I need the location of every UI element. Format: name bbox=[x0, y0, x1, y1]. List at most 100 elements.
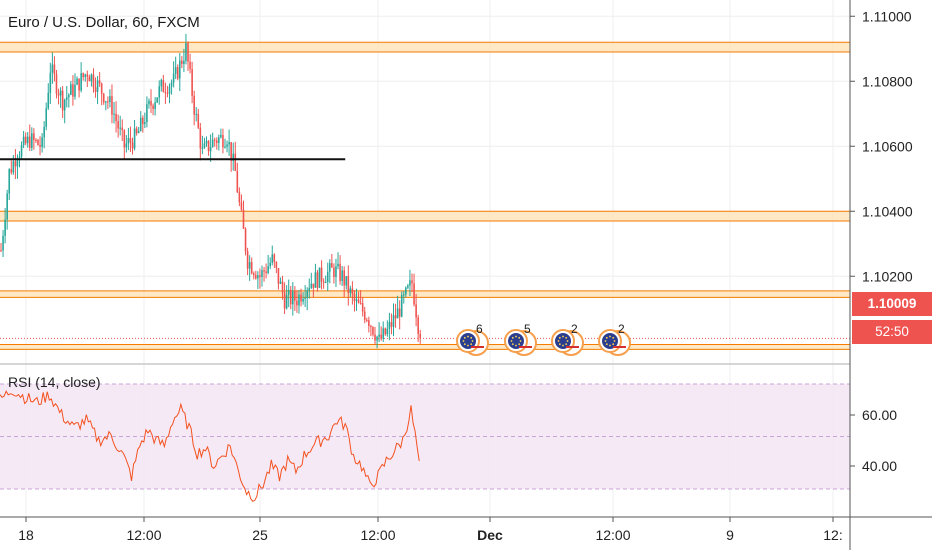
candle-body bbox=[281, 281, 284, 293]
event-marker[interactable]: 2 bbox=[551, 322, 584, 356]
candle-body bbox=[166, 92, 169, 94]
event-count-label: 6 bbox=[476, 322, 483, 336]
flag-star bbox=[612, 336, 615, 339]
candle-body bbox=[178, 60, 181, 79]
candle-body bbox=[296, 300, 298, 306]
candle-body bbox=[107, 101, 109, 103]
candle-body bbox=[374, 334, 376, 341]
flag-star bbox=[470, 343, 473, 346]
candle-body bbox=[318, 267, 321, 288]
time-tick-label: 12:00 bbox=[360, 527, 395, 543]
candle-body bbox=[329, 263, 331, 272]
flag-star bbox=[511, 343, 514, 346]
candle-body bbox=[92, 74, 95, 88]
candle-body bbox=[121, 127, 124, 131]
candle-body bbox=[285, 295, 288, 309]
event-marker[interactable]: 2 bbox=[598, 322, 631, 356]
candle-body bbox=[35, 139, 37, 141]
price-axis[interactable]: 1.11000 1.10800 1.10600 1.10400 1.10200 bbox=[850, 8, 913, 284]
candle-body bbox=[308, 287, 311, 291]
candle-body bbox=[361, 303, 364, 312]
last-price-tag: 1.10009 bbox=[852, 292, 932, 316]
candle-body bbox=[215, 140, 218, 143]
candle-body bbox=[109, 96, 111, 102]
candle-body bbox=[156, 97, 158, 103]
candle-body bbox=[415, 304, 417, 318]
candle-body bbox=[33, 133, 35, 140]
candle-body bbox=[185, 43, 187, 61]
candle-body bbox=[269, 262, 272, 267]
candle-body bbox=[20, 145, 23, 157]
time-tick-label: 12: bbox=[823, 527, 842, 543]
flag-star bbox=[604, 340, 607, 342]
candle-body bbox=[382, 328, 385, 339]
candle-body bbox=[407, 285, 409, 288]
candle-body bbox=[234, 153, 237, 171]
candle-body bbox=[405, 287, 407, 295]
candle-body bbox=[154, 102, 156, 109]
candle-body bbox=[386, 328, 389, 335]
candle-body bbox=[37, 140, 39, 146]
candle-body bbox=[144, 122, 146, 125]
candle-body bbox=[222, 134, 224, 148]
candle-body bbox=[113, 113, 115, 115]
candle-body bbox=[39, 145, 41, 147]
candle-body bbox=[306, 290, 308, 298]
flag-star bbox=[605, 343, 608, 346]
candle-body bbox=[117, 121, 119, 129]
candle-body bbox=[187, 43, 189, 62]
candle-body bbox=[312, 283, 315, 288]
candle-body bbox=[100, 83, 103, 94]
flag-star bbox=[467, 344, 469, 347]
candle-body bbox=[257, 275, 259, 279]
economic-events[interactable]: 6 5 2 2 bbox=[456, 322, 631, 356]
time-tick-label: Dec bbox=[477, 527, 503, 543]
candle-body bbox=[12, 161, 15, 173]
candle-body bbox=[209, 147, 212, 152]
candle-body bbox=[378, 334, 380, 337]
rsi-axis[interactable]: 60.00 40.00 bbox=[850, 407, 897, 474]
candle-body bbox=[240, 202, 243, 210]
candle-body bbox=[372, 327, 374, 335]
candle-body bbox=[90, 74, 93, 82]
candle-body bbox=[259, 275, 261, 278]
candle-body bbox=[380, 334, 382, 339]
rsi-indicator-title[interactable]: RSI (14, close) bbox=[8, 374, 101, 390]
candle-body bbox=[78, 78, 80, 91]
candle-body bbox=[263, 270, 265, 272]
flag-star bbox=[609, 335, 611, 338]
event-marker[interactable]: 6 bbox=[456, 322, 489, 356]
flag-star bbox=[562, 335, 564, 338]
candle-body bbox=[316, 272, 319, 288]
candle-body bbox=[63, 99, 66, 111]
candle-body bbox=[368, 320, 370, 327]
candle-body bbox=[195, 113, 198, 115]
candle-body bbox=[363, 311, 366, 320]
candle-body bbox=[123, 130, 126, 148]
candle-body bbox=[51, 64, 54, 73]
candle-body bbox=[220, 134, 222, 138]
candle-body bbox=[252, 273, 255, 276]
candle-body bbox=[8, 169, 11, 194]
candle-body bbox=[224, 146, 226, 148]
candle-body bbox=[248, 262, 251, 269]
candle-body bbox=[277, 267, 280, 284]
candle-body bbox=[31, 133, 33, 148]
candle-body bbox=[105, 101, 107, 103]
candle-body bbox=[164, 92, 167, 94]
time-axis[interactable]: 18 12:00 25 12:00 Dec 12:00 9 12: bbox=[18, 517, 843, 543]
candle-body bbox=[283, 292, 286, 309]
candle-body bbox=[218, 137, 220, 143]
candle-body bbox=[125, 143, 128, 148]
price-tick-label: 1.10200 bbox=[862, 268, 913, 284]
eu-us-flag-icon bbox=[508, 333, 524, 349]
event-marker[interactable]: 5 bbox=[504, 322, 537, 356]
candle-body bbox=[137, 131, 140, 134]
flag-star bbox=[518, 336, 521, 339]
candle-body bbox=[168, 86, 171, 94]
candle-body bbox=[351, 288, 354, 294]
candle-body bbox=[127, 138, 130, 144]
flag-star bbox=[557, 340, 560, 342]
candle-body bbox=[365, 319, 368, 321]
